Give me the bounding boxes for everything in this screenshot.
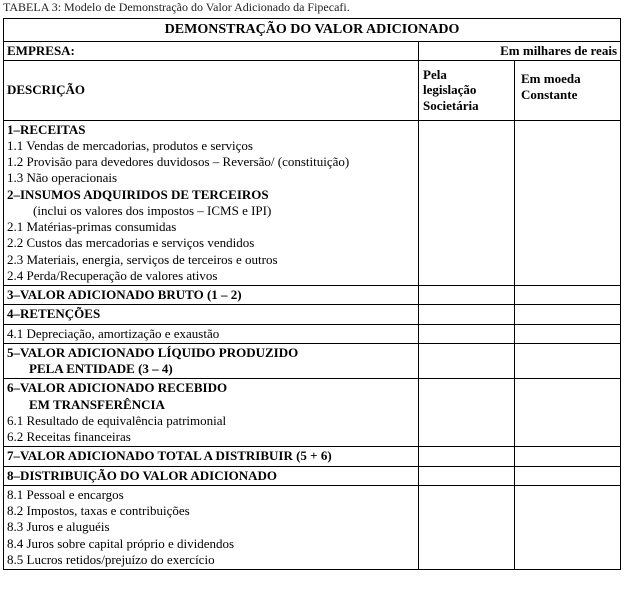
r2-3: 2.3 Materiais, energia, serviços de terc… [7, 252, 278, 267]
table-caption: TABELA 3: Modelo de Demonstração do Valo… [0, 0, 626, 18]
section-8-body: 8.1 Pessoal e encargos 8.2 Impostos, tax… [4, 485, 419, 569]
section-6: 6–VALOR ADICIONADO RECEBIDO EM TRANSFERÊ… [4, 379, 621, 447]
r2-sub: (inclui os valores dos impostos – ICMS e… [7, 203, 271, 219]
col2-l1: Em moeda [521, 71, 581, 86]
r5b: PELA ENTIDADE (3 – 4) [7, 361, 173, 376]
section-1-c1 [419, 120, 515, 286]
section-8-items: 8.1 Pessoal e encargos 8.2 Impostos, tax… [4, 485, 621, 569]
table-title: DEMONSTRAÇÃO DO VALOR ADICIONADO [4, 19, 621, 42]
r1-1: 1.1 Vendas de mercadorias, produtos e se… [7, 138, 253, 153]
company-label: EMPRESA: [4, 41, 419, 60]
r4: 4–RETENÇÕES [4, 305, 419, 324]
r1: 1–RECEITAS [7, 122, 86, 137]
r7: 7–VALOR ADICIONADO TOTAL A DISTRIBUIR (5… [4, 447, 419, 466]
r7-c2 [515, 447, 621, 466]
r3-c1 [419, 286, 515, 305]
title-row: DEMONSTRAÇÃO DO VALOR ADICIONADO [4, 19, 621, 42]
section-1: 1–RECEITAS 1.1 Vendas de mercadorias, pr… [4, 120, 621, 286]
r5-body: 5–VALOR ADICIONADO LÍQUIDO PRODUZIDO PEL… [4, 343, 419, 379]
r2-1: 2.1 Matérias-primas consumidas [7, 219, 176, 234]
r2-4: 2.4 Perda/Recuperação de valores ativos [7, 268, 217, 283]
row-8: 8–DISTRIBUIÇÃO DO VALOR ADICIONADO [4, 466, 621, 485]
unit-label: Em milhares de reais [419, 41, 621, 60]
r4-c2 [515, 305, 621, 324]
r1-3: 1.3 Não operacionais [7, 170, 117, 185]
r8-4: 8.4 Juros sobre capital próprio e divide… [7, 536, 234, 551]
r8-c1 [419, 466, 515, 485]
r4-c1 [419, 305, 515, 324]
column-headers: DESCRIÇÃO Pela legislação Societária Em … [4, 60, 621, 120]
r5: 5–VALOR ADICIONADO LÍQUIDO PRODUZIDO [7, 345, 298, 360]
r4-1-c2 [515, 324, 621, 343]
r3: 3–VALOR ADICIONADO BRUTO (1 – 2) [4, 286, 419, 305]
r6-2: 6.2 Receitas financeiras [7, 429, 131, 444]
r6b: EM TRANSFERÊNCIA [7, 397, 165, 412]
section-1-c2 [515, 120, 621, 286]
col-moeda: Em moeda Constante [515, 60, 621, 120]
r8-c2 [515, 466, 621, 485]
col-desc: DESCRIÇÃO [4, 60, 419, 120]
r4-1: 4.1 Depreciação, amortização e exaustão [4, 324, 419, 343]
r6-1: 6.1 Resultado de equivalência patrimonia… [7, 413, 226, 428]
col-legislacao: Pela legislação Societária [419, 60, 515, 120]
col1-l1: Pela [423, 67, 447, 82]
section-8-c1 [419, 485, 515, 569]
r3-c2 [515, 286, 621, 305]
r8-5: 8.5 Lucros retidos/prejuízo do exercício [7, 552, 215, 567]
dva-table: DEMONSTRAÇÃO DO VALOR ADICIONADO EMPRESA… [3, 18, 621, 570]
section-8-c2 [515, 485, 621, 569]
r1-2: 1.2 Provisão para devedores duvidosos – … [7, 154, 349, 169]
col1-l3: Societária [423, 98, 479, 113]
r2-2: 2.2 Custos das mercadorias e serviços ve… [7, 235, 254, 250]
section-6-body: 6–VALOR ADICIONADO RECEBIDO EM TRANSFERÊ… [4, 379, 419, 447]
r8-1: 8.1 Pessoal e encargos [7, 487, 124, 502]
r5-c2 [515, 343, 621, 379]
r6: 6–VALOR ADICIONADO RECEBIDO [7, 380, 227, 395]
r8-2: 8.2 Impostos, taxas e contribuições [7, 503, 190, 518]
company-row: EMPRESA: Em milhares de reais [4, 41, 621, 60]
r7-c1 [419, 447, 515, 466]
row-4: 4–RETENÇÕES [4, 305, 621, 324]
section-6-c2 [515, 379, 621, 447]
section-6-c1 [419, 379, 515, 447]
row-7: 7–VALOR ADICIONADO TOTAL A DISTRIBUIR (5… [4, 447, 621, 466]
section-1-body: 1–RECEITAS 1.1 Vendas de mercadorias, pr… [4, 120, 419, 286]
col2-l2: Constante [521, 87, 577, 102]
r2: 2–INSUMOS ADQUIRIDOS DE TERCEIROS [7, 187, 269, 202]
col1-l2: legislação [423, 82, 476, 97]
row-3: 3–VALOR ADICIONADO BRUTO (1 – 2) [4, 286, 621, 305]
r8: 8–DISTRIBUIÇÃO DO VALOR ADICIONADO [4, 466, 419, 485]
r4-1-c1 [419, 324, 515, 343]
row-4-1: 4.1 Depreciação, amortização e exaustão [4, 324, 621, 343]
r5-c1 [419, 343, 515, 379]
r8-3: 8.3 Juros e aluguéis [7, 519, 110, 534]
row-5: 5–VALOR ADICIONADO LÍQUIDO PRODUZIDO PEL… [4, 343, 621, 379]
